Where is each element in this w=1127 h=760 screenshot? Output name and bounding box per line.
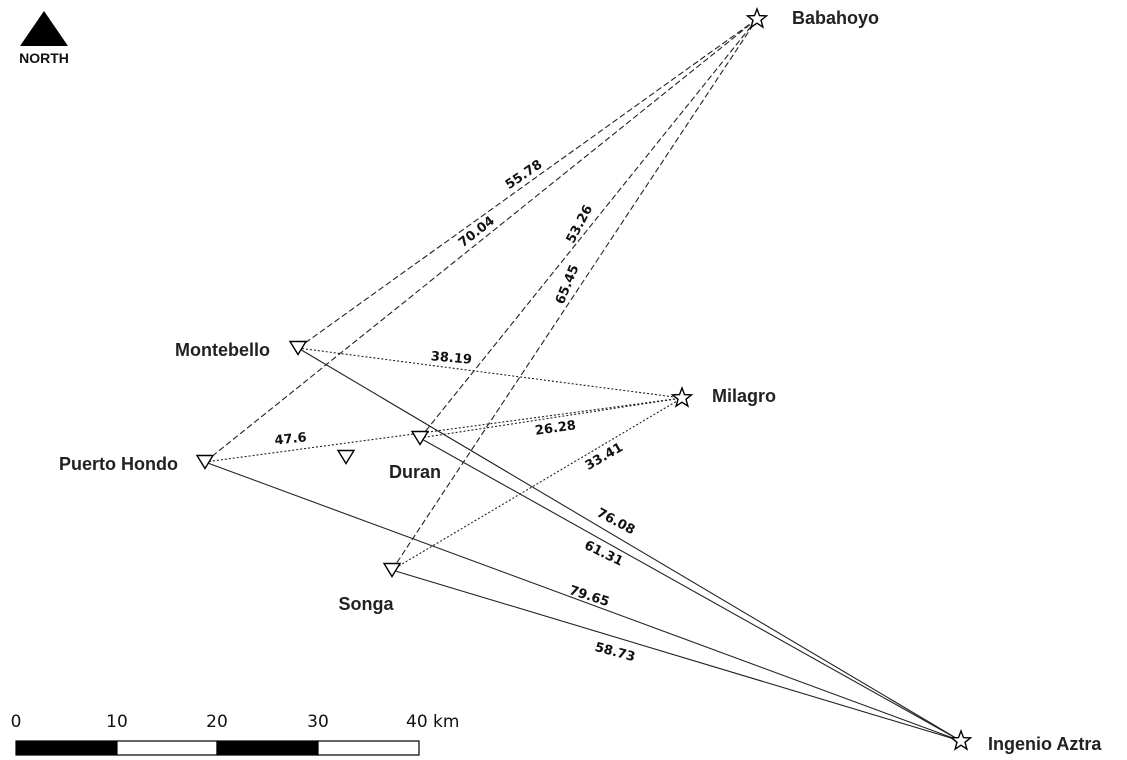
station-label-milagro: Milagro	[712, 386, 776, 406]
station-label-montebello: Montebello	[175, 340, 270, 360]
link-montebello-milagro	[297, 347, 683, 399]
distance-label-montebello-ingenio: 76.08	[594, 506, 637, 539]
station-label-puerto: Puerto Hondo	[59, 454, 178, 474]
north-arrow-icon	[20, 11, 68, 46]
scale-bar: 0 10 20 30 40 km	[11, 712, 459, 756]
station-label-duran: Duran	[389, 462, 441, 482]
distance-label-duran-ingenio: 61.31	[582, 538, 626, 570]
scale-tick-30: 30	[307, 712, 329, 732]
triangle-down-icon	[410, 430, 430, 446]
station-label-songa: Songa	[338, 594, 394, 614]
station-label-babahoyo: Babahoyo	[792, 8, 879, 28]
link-puerto-ingenio	[204, 461, 962, 742]
scale-segment-1	[15, 740, 118, 756]
distance-label-duran-milagro: 26.28	[534, 418, 577, 439]
triangle-down-icon	[336, 449, 356, 465]
link-montebello-babahoyo	[297, 18, 758, 349]
link-duran-ingenio	[419, 437, 962, 742]
north-arrow: NORTH	[19, 11, 69, 66]
link-montebello-ingenio	[297, 347, 962, 742]
triangle-down-icon	[382, 562, 402, 578]
link-songa-babahoyo	[391, 18, 758, 571]
link-puerto-babahoyo	[204, 18, 758, 463]
star-icon	[949, 729, 973, 751]
triangle-down-icon	[288, 340, 308, 356]
distance-label-montebello-milagro: 38.19	[430, 349, 472, 368]
link-songa-ingenio	[391, 569, 962, 742]
scale-segment-3	[216, 740, 319, 756]
distance-label-songa-ingenio: 58.73	[593, 640, 637, 665]
scale-tick-10: 10	[106, 712, 128, 732]
station-label-ingenio: Ingenio Aztra	[988, 734, 1102, 754]
link-songa-milagro	[391, 397, 683, 571]
distance-label-puerto-milagro: 47.6	[274, 430, 307, 448]
triangle-down-icon	[195, 454, 215, 470]
north-label: NORTH	[19, 50, 69, 66]
star-icon	[745, 7, 769, 29]
link-duran-milagro	[419, 397, 683, 439]
scale-tick-20: 20	[206, 712, 228, 732]
star-icon	[670, 386, 694, 408]
scale-tick-40: 40 km	[406, 712, 459, 732]
distance-label-songa-milagro: 33.41	[583, 440, 626, 474]
scale-segment-4	[317, 740, 420, 756]
distance-label-songa-babahoyo: 65.45	[553, 263, 582, 307]
link-puerto-milagro	[204, 397, 683, 463]
distance-label-puerto-ingenio: 79.65	[567, 583, 611, 610]
stations: Babahoyo Milagro Ingenio Aztra Montebello Pu…	[59, 7, 1102, 754]
scale-tick-0: 0	[11, 712, 22, 732]
scale-segment-2	[116, 740, 218, 756]
distance-label-montebello-babahoyo: 55.78	[503, 157, 545, 192]
